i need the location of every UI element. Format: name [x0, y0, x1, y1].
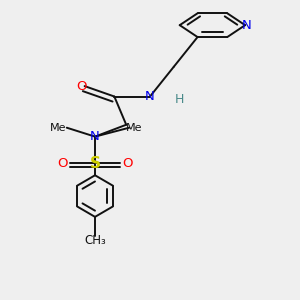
Text: S: S: [89, 156, 100, 171]
Text: O: O: [122, 157, 133, 170]
Text: O: O: [76, 80, 87, 93]
Text: Me: Me: [125, 123, 142, 133]
Text: N: N: [145, 90, 155, 103]
Text: N: N: [242, 19, 251, 32]
Text: N: N: [90, 130, 100, 143]
Text: Me: Me: [50, 123, 66, 133]
Text: H: H: [175, 93, 184, 106]
Text: O: O: [57, 157, 68, 170]
Text: CH₃: CH₃: [84, 234, 106, 247]
